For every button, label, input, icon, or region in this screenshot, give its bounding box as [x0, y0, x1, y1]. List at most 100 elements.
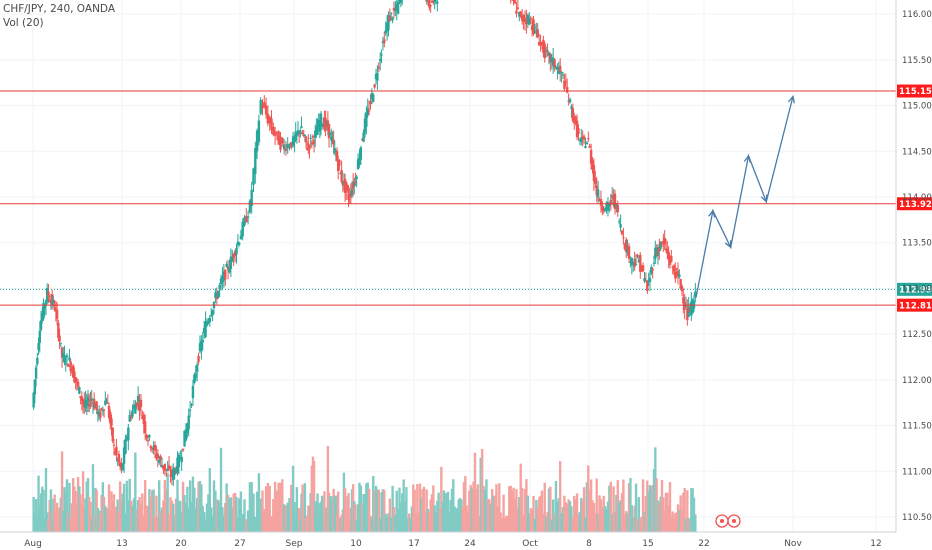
volume-bar: [282, 504, 286, 532]
candle-body: [263, 102, 266, 108]
candle-body: [99, 412, 102, 418]
current-price-label: 112.990: [899, 286, 932, 296]
volume-bar: [641, 479, 645, 532]
time-axis[interactable]: Aug 13 20 27 Sep 10 17 24 Oct 8 15 22 Nov 12: [0, 531, 896, 549]
volume-bar: [39, 493, 43, 532]
volume-bar: [204, 519, 207, 532]
candle-body: [667, 251, 670, 260]
volume-bar: [197, 481, 200, 532]
horizontal-levels[interactable]: 117.984116.916115.159113.926112.817: [0, 0, 932, 312]
go-to-realtime-icon[interactable]: [714, 514, 744, 528]
candle-body: [200, 340, 203, 352]
volume-bar: [598, 495, 601, 532]
volume-bar: [505, 515, 508, 532]
candle-body: [290, 142, 293, 148]
volume-bar: [407, 513, 411, 532]
time-tick-label: Oct: [522, 539, 538, 549]
volume-bar: [694, 514, 697, 532]
volume-bar: [334, 495, 338, 532]
volume-bar: [637, 497, 641, 532]
volume-bar: [466, 511, 470, 532]
volume-bar: [566, 504, 569, 532]
volume-bar: [76, 476, 80, 532]
volume-bar: [272, 498, 275, 532]
candle-body: [425, 0, 428, 2]
volume-bar: [47, 519, 50, 532]
volume-bar: [254, 516, 257, 532]
candle-body: [122, 447, 126, 464]
candle-body: [658, 248, 661, 252]
candle-body: [73, 371, 76, 383]
projection-arrow[interactable]: [695, 94, 796, 298]
candle-body: [277, 131, 280, 145]
candle-body: [195, 364, 199, 373]
candle-body: [528, 18, 531, 25]
volume-bar: [394, 514, 397, 532]
candle-body: [111, 427, 114, 442]
candle-body: [134, 404, 137, 414]
candle-body: [373, 84, 376, 88]
volume-bar: [381, 489, 385, 532]
candle-body: [312, 141, 316, 144]
volume-bar: [440, 466, 443, 532]
volume-bar: [659, 496, 662, 532]
volume-bar: [195, 498, 199, 532]
candle-body: [193, 374, 196, 384]
volume-bar: [489, 503, 492, 532]
candle-body: [165, 468, 168, 470]
candle-body: [259, 100, 262, 114]
candle-body: [540, 42, 544, 46]
candle-body: [587, 138, 590, 140]
volume-bar: [688, 519, 692, 532]
volume-bar: [655, 478, 658, 532]
candle-body: [380, 54, 383, 56]
candle-body: [589, 149, 593, 164]
volume-bar: [513, 498, 517, 532]
price-level-label: 113.926: [899, 200, 932, 210]
volume-bar: [519, 463, 522, 532]
volume-bar: [116, 499, 119, 532]
volume-bar: [461, 506, 464, 532]
candle-body: [68, 357, 71, 361]
candle-body: [215, 296, 219, 300]
candle-body: [311, 135, 315, 138]
candle-body: [608, 203, 611, 207]
candle-body: [104, 400, 107, 405]
candle-body: [567, 100, 570, 102]
candle-body: [549, 53, 552, 63]
volume-bar: [32, 496, 35, 532]
volume-bar: [64, 492, 67, 532]
candle-body: [356, 159, 360, 170]
candle-body: [64, 363, 67, 365]
volume-bar: [63, 487, 66, 532]
candle-body: [550, 58, 553, 62]
candle-body: [626, 249, 629, 254]
candle-body: [308, 146, 311, 150]
candle-body: [105, 401, 108, 403]
candle-body: [149, 446, 152, 449]
price-axis[interactable]: 110.500 111.000 111.500 112.000 112.500 113.0…: [895, 0, 932, 532]
candle-body: [316, 128, 319, 135]
volume-bar: [667, 506, 670, 532]
volume-bar: [508, 486, 511, 532]
volume-bar: [577, 514, 580, 532]
candle-body: [169, 475, 172, 477]
volume-bar: [671, 511, 674, 532]
candle-body: [102, 409, 106, 411]
volume-bar: [229, 497, 233, 532]
volume-legend[interactable]: Vol (20): [3, 17, 44, 29]
volume-bar: [177, 500, 181, 532]
candle-body: [580, 137, 583, 143]
candle-body: [191, 385, 195, 399]
volume-bar: [207, 494, 210, 532]
volume-bar: [83, 507, 86, 532]
volume-bar: [639, 518, 642, 532]
candle-body: [128, 414, 131, 422]
projection-path[interactable]: [695, 96, 794, 298]
volume-bar: [169, 497, 172, 532]
symbol-legend[interactable]: CHF/JPY, 240, OANDA: [3, 3, 116, 15]
volume-bar: [387, 513, 390, 532]
candle-body: [38, 330, 41, 343]
volume-bar: [363, 493, 367, 532]
